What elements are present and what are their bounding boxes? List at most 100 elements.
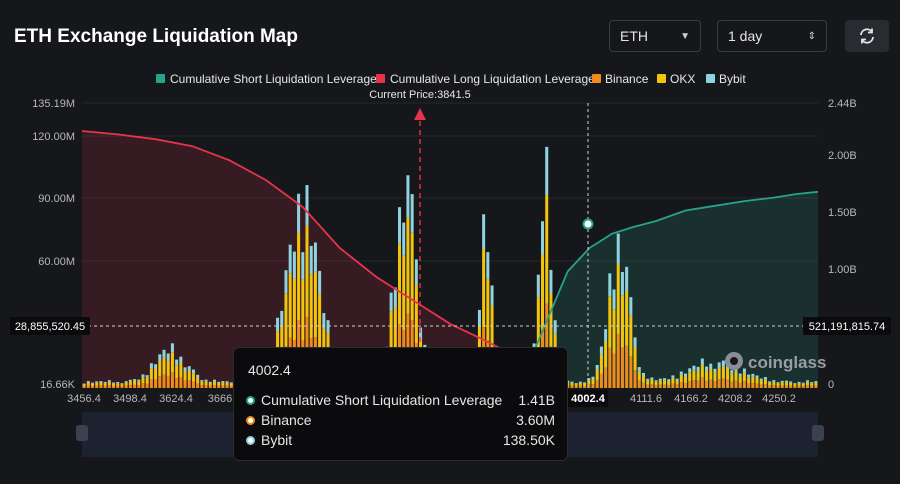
refresh-button[interactable] xyxy=(845,20,889,52)
bar-bybit xyxy=(149,363,153,369)
bar-bybit xyxy=(196,374,200,378)
legend-label-bybit[interactable]: Bybit xyxy=(719,72,746,86)
bar-binance xyxy=(166,375,170,388)
y-left-tick: 135.19M xyxy=(32,98,75,110)
bar-binance xyxy=(583,386,587,388)
y-axis-right: 2.44B 2.00B 1.50B 1.00B 0 xyxy=(828,98,857,391)
x-tick: 3456.4 xyxy=(67,393,101,405)
long-line xyxy=(81,130,532,357)
bar-okx xyxy=(646,380,650,385)
bar-okx xyxy=(301,279,305,341)
bar-binance xyxy=(700,377,704,388)
bar-bybit xyxy=(688,368,692,373)
tooltip-label: Binance xyxy=(261,412,312,428)
bar-binance xyxy=(793,386,797,388)
bar-binance xyxy=(650,384,654,388)
bar-okx xyxy=(477,325,481,361)
bar-okx xyxy=(755,377,759,384)
bar-okx xyxy=(675,380,679,385)
crosshair-x-box xyxy=(568,390,608,407)
bar-binance xyxy=(212,385,216,388)
short-line xyxy=(530,190,819,356)
zoom-handle-right[interactable] xyxy=(812,425,824,441)
bar-bybit xyxy=(490,285,494,306)
bar-bybit xyxy=(629,297,633,316)
bar-binance xyxy=(595,379,599,388)
bar-bybit xyxy=(768,381,772,383)
bar-bybit xyxy=(772,380,776,382)
bar-bybit xyxy=(86,381,90,383)
legend-label-short[interactable]: Cumulative Short Liquidation Leverage xyxy=(170,72,377,86)
bar-binance xyxy=(149,379,153,388)
bar-okx xyxy=(280,326,284,362)
bar-bybit xyxy=(170,343,174,353)
bar-okx xyxy=(183,371,187,381)
bar-okx xyxy=(217,383,221,386)
bar-okx xyxy=(747,377,751,384)
bar-okx xyxy=(179,362,183,378)
bar-binance xyxy=(768,385,772,388)
bar-okx xyxy=(717,367,721,380)
bar-okx xyxy=(662,380,666,385)
bar-binance xyxy=(730,381,734,388)
bar-binance xyxy=(772,385,776,388)
bar-okx xyxy=(175,365,179,379)
bar-bybit xyxy=(549,269,553,294)
bar-bybit xyxy=(297,193,301,233)
bar-okx xyxy=(112,383,116,387)
bar-binance xyxy=(221,385,225,388)
bar-binance xyxy=(183,380,187,388)
bar-okx xyxy=(414,285,418,343)
y-left-tick: 90.00M xyxy=(38,193,75,205)
symbol-select[interactable]: ETH ▼ xyxy=(609,20,701,52)
bar-bybit xyxy=(158,354,162,362)
bar-bybit xyxy=(784,380,788,383)
bar-bybit xyxy=(599,346,603,355)
bar-bybit xyxy=(301,252,305,280)
legend-label-long[interactable]: Cumulative Long Liquidation Leverage xyxy=(390,72,595,86)
bar-bybit xyxy=(662,378,666,381)
bar-bybit xyxy=(204,379,208,382)
bar-okx xyxy=(789,382,793,386)
bar-binance xyxy=(625,345,629,388)
bar-bybit xyxy=(309,245,313,275)
bar-okx xyxy=(700,364,704,378)
bar-okx xyxy=(128,381,132,386)
bar-bybit xyxy=(692,365,696,371)
bar-binance xyxy=(137,385,141,388)
bar-bybit xyxy=(482,214,486,250)
bar-okx xyxy=(768,382,772,386)
bar-binance xyxy=(810,385,814,388)
bar-binance xyxy=(616,333,620,388)
bar-okx xyxy=(688,372,692,382)
bar-okx xyxy=(191,373,195,382)
tooltip-dot-short xyxy=(246,395,255,405)
legend-label-okx[interactable]: OKX xyxy=(670,72,695,86)
bar-binance xyxy=(679,382,683,388)
bar-bybit xyxy=(99,381,103,383)
bar-binance xyxy=(229,386,233,388)
tooltip-value: 1.41B xyxy=(518,392,555,408)
y-right-tick: 1.00B xyxy=(828,264,857,276)
bar-bybit xyxy=(705,366,709,371)
bar-bybit xyxy=(671,375,675,378)
bar-binance xyxy=(82,386,86,388)
bar-okx xyxy=(620,295,624,348)
bar-binance xyxy=(225,385,229,388)
bar-binance xyxy=(780,385,784,388)
bar-okx xyxy=(612,309,616,354)
bar-okx xyxy=(763,379,767,385)
crosshair-right-label: 521,191,815.74 xyxy=(809,321,885,333)
bar-binance xyxy=(608,347,612,388)
range-select[interactable]: 1 day ⇕ xyxy=(717,20,827,52)
bar-okx xyxy=(705,370,709,381)
bar-okx xyxy=(225,382,229,386)
bar-binance xyxy=(587,384,591,388)
bar-binance xyxy=(612,353,616,388)
bar-okx xyxy=(734,371,738,381)
bar-okx xyxy=(103,383,107,386)
legend-label-binance[interactable]: Binance xyxy=(605,72,649,86)
bar-okx xyxy=(137,381,141,386)
bar-bybit xyxy=(751,373,755,377)
zoom-handle-left[interactable] xyxy=(76,425,88,441)
